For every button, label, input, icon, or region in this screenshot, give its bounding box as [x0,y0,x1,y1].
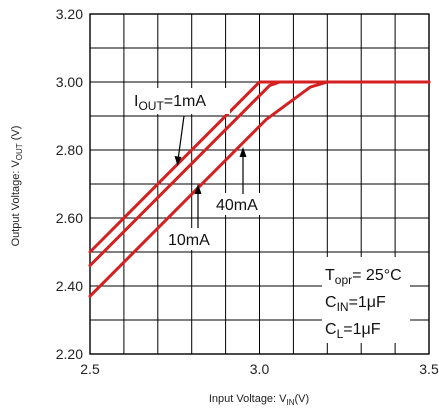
x-tick-label: 2.5 [80,361,100,377]
condition-2-main: C [325,321,337,338]
condition-0-main: T [325,267,335,284]
condition-2-sub: L [337,327,344,341]
x-tick-label: 3.5 [419,361,439,377]
iout-arrow [177,115,185,161]
i40-label: 40mA [216,197,258,214]
y-tick-label: 2.20 [56,346,83,362]
condition-1-tail: =1μF [349,294,386,311]
y-axis-label: Output Voltage: VOUT (V) [10,126,24,247]
y-axis-label-main: Output Voltage: V [10,160,22,247]
x-axis-label: Input Voltage: VIN(V) [209,393,309,407]
condition-1-sub: IN [337,300,349,314]
condition-1: CIN=1μF [325,294,386,314]
tick-label-layer: 2.20 2.40 2.60 2.80 3.00 3.20 2.5 3.0 3.5 [56,6,439,377]
series-line-2 [88,80,431,298]
i10-label: 10mA [168,232,210,249]
y-tick-label: 3.00 [56,74,83,90]
conditions-bg [322,257,410,343]
plot-frame [89,13,430,355]
iout-label-tail: =1mA [164,93,207,110]
condition-1-main: C [325,294,337,311]
iout-label: IOUT=1mA [134,93,206,113]
condition-0-tail: = 25°C [352,267,402,284]
iout-label-sub: OUT [138,99,164,113]
y-tick-label: 2.60 [56,210,83,226]
condition-0: Topr= 25°C [325,267,402,287]
condition-2: CL=1μF [325,321,381,341]
x-axis-label-main: Input Voltage: V [209,393,287,405]
x-axis-label-sub: IN [287,398,295,407]
condition-2-tail: =1μF [343,321,380,338]
x-tick-label: 3.0 [250,361,270,377]
y-tick-label: 2.80 [56,142,83,158]
y-axis-label-tail: (V) [10,126,22,144]
x-axis-label-tail: (V) [295,393,310,405]
y-tick-label: 2.40 [56,278,83,294]
iout-arrowhead [174,156,182,166]
i10-label-bg [166,228,218,250]
i40-arrowhead [239,147,247,157]
y-axis-label-sub: OUT [15,143,24,160]
series-layer [88,80,431,298]
i10-arrowhead [194,184,202,194]
i40-label-bg [214,193,266,215]
iout-label-bg [132,88,230,114]
iout-label-main: I [134,93,138,110]
condition-0-sub: opr [335,273,352,287]
y-tick-label: 3.20 [56,6,83,22]
